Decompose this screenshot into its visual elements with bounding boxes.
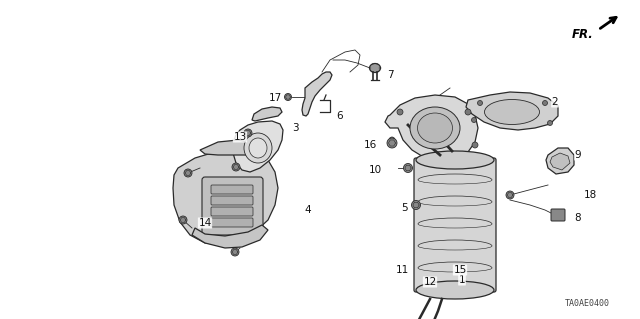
Text: FR.: FR. bbox=[572, 28, 594, 41]
FancyBboxPatch shape bbox=[211, 218, 253, 227]
Circle shape bbox=[403, 164, 413, 173]
Circle shape bbox=[472, 117, 477, 122]
FancyBboxPatch shape bbox=[211, 185, 253, 194]
Circle shape bbox=[184, 169, 192, 177]
Polygon shape bbox=[200, 140, 260, 155]
Ellipse shape bbox=[416, 281, 494, 299]
Text: 7: 7 bbox=[387, 70, 394, 80]
Text: 1: 1 bbox=[459, 275, 465, 285]
Text: 6: 6 bbox=[337, 111, 343, 121]
Text: 2: 2 bbox=[552, 97, 558, 107]
Text: 11: 11 bbox=[396, 265, 408, 275]
Circle shape bbox=[231, 248, 239, 256]
Text: 16: 16 bbox=[364, 140, 376, 150]
Circle shape bbox=[387, 138, 397, 148]
Text: 18: 18 bbox=[584, 190, 596, 200]
Circle shape bbox=[285, 93, 291, 100]
Circle shape bbox=[472, 142, 478, 148]
FancyBboxPatch shape bbox=[211, 207, 253, 216]
Polygon shape bbox=[302, 72, 332, 116]
Circle shape bbox=[397, 109, 403, 115]
Polygon shape bbox=[173, 150, 278, 245]
Circle shape bbox=[179, 216, 187, 224]
FancyBboxPatch shape bbox=[551, 209, 565, 221]
Text: 15: 15 bbox=[453, 265, 467, 275]
Polygon shape bbox=[192, 225, 268, 248]
Circle shape bbox=[547, 121, 552, 125]
Ellipse shape bbox=[417, 113, 452, 143]
Ellipse shape bbox=[484, 100, 540, 124]
Text: 9: 9 bbox=[575, 150, 581, 160]
Polygon shape bbox=[252, 107, 282, 121]
Text: 10: 10 bbox=[369, 165, 381, 175]
Text: 14: 14 bbox=[198, 218, 212, 228]
Text: 8: 8 bbox=[575, 213, 581, 223]
Circle shape bbox=[506, 191, 514, 199]
Circle shape bbox=[543, 100, 547, 106]
Circle shape bbox=[465, 109, 471, 115]
Polygon shape bbox=[466, 92, 558, 130]
FancyBboxPatch shape bbox=[202, 177, 263, 235]
Polygon shape bbox=[385, 95, 478, 160]
Text: 13: 13 bbox=[234, 132, 246, 142]
Text: 5: 5 bbox=[402, 203, 408, 213]
Polygon shape bbox=[546, 148, 574, 174]
Circle shape bbox=[477, 100, 483, 106]
Ellipse shape bbox=[416, 151, 494, 169]
Text: 17: 17 bbox=[268, 93, 282, 103]
Circle shape bbox=[232, 163, 240, 171]
Ellipse shape bbox=[369, 63, 381, 72]
Polygon shape bbox=[550, 153, 570, 170]
Circle shape bbox=[412, 201, 420, 210]
Circle shape bbox=[244, 129, 252, 137]
Ellipse shape bbox=[249, 138, 267, 158]
Ellipse shape bbox=[244, 133, 272, 163]
Text: 12: 12 bbox=[424, 277, 436, 287]
FancyBboxPatch shape bbox=[211, 196, 253, 205]
FancyBboxPatch shape bbox=[414, 158, 496, 292]
Polygon shape bbox=[233, 121, 283, 172]
Circle shape bbox=[389, 137, 395, 143]
Ellipse shape bbox=[410, 107, 460, 149]
Text: 3: 3 bbox=[292, 123, 298, 133]
Text: 4: 4 bbox=[305, 205, 311, 215]
Text: TA0AE0400: TA0AE0400 bbox=[565, 299, 610, 308]
